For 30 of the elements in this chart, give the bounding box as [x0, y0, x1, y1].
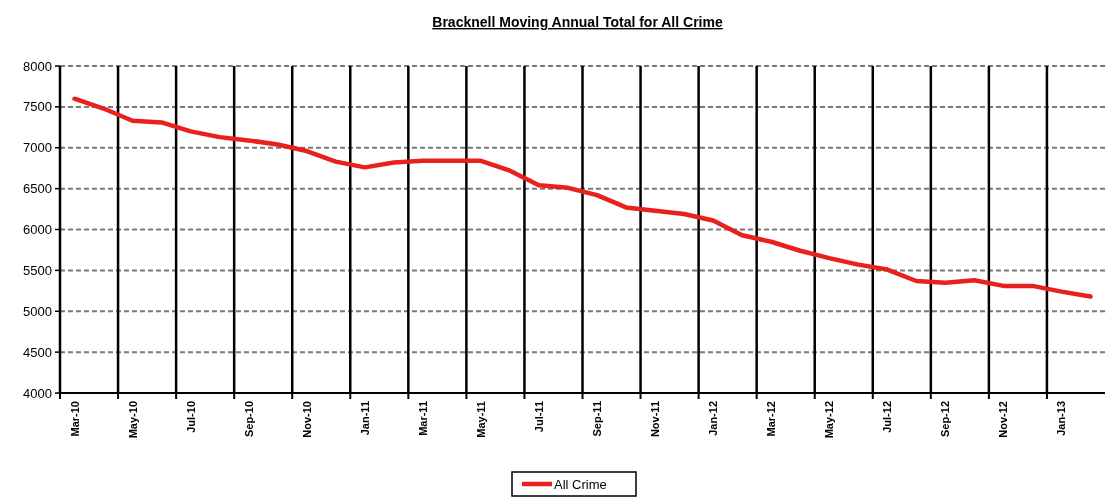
x-tick-label: Mar-12	[765, 401, 778, 437]
x-tick-label: Jan-11	[358, 401, 371, 436]
y-tick-label: 7000	[23, 140, 52, 156]
x-tick-label: May-11	[474, 401, 487, 438]
x-tick-label: Jul-11	[532, 401, 545, 433]
y-tick-label: 5500	[23, 262, 52, 278]
y-tick-label: 8000	[23, 58, 52, 74]
x-tick-label: Nov-10	[300, 401, 313, 438]
x-tick-label: Mar-11	[416, 401, 429, 436]
y-tick-label: 6000	[23, 222, 52, 238]
x-tick-label: Jan-13	[1055, 401, 1068, 436]
x-tick-label: Jul-10	[184, 401, 197, 433]
x-tick-label: Sep-10	[242, 401, 255, 438]
x-tick-label: May-10	[126, 401, 139, 439]
x-tick-label: Jan-12	[707, 401, 720, 436]
legend-label: All Crime	[554, 476, 607, 492]
x-tick-label: Sep-12	[939, 401, 952, 438]
y-tick-label: 7500	[23, 99, 52, 115]
x-tick-label: Nov-11	[649, 401, 662, 438]
y-tick-label: 6500	[23, 181, 52, 197]
y-tick-label: 4500	[23, 344, 52, 360]
chart-title: Bracknell Moving Annual Total for All Crime	[432, 14, 723, 30]
line-series	[72, 96, 1093, 299]
x-tick-label: Nov-12	[997, 401, 1010, 438]
x-tick-label: Mar-10	[68, 401, 81, 437]
x-tick-label: Sep-11	[591, 401, 604, 437]
y-tick-label: 5000	[23, 303, 52, 319]
x-tick-label: May-12	[823, 401, 836, 439]
x-tick-label: Jul-12	[881, 401, 894, 433]
y-tick-label: 4000	[23, 385, 52, 401]
